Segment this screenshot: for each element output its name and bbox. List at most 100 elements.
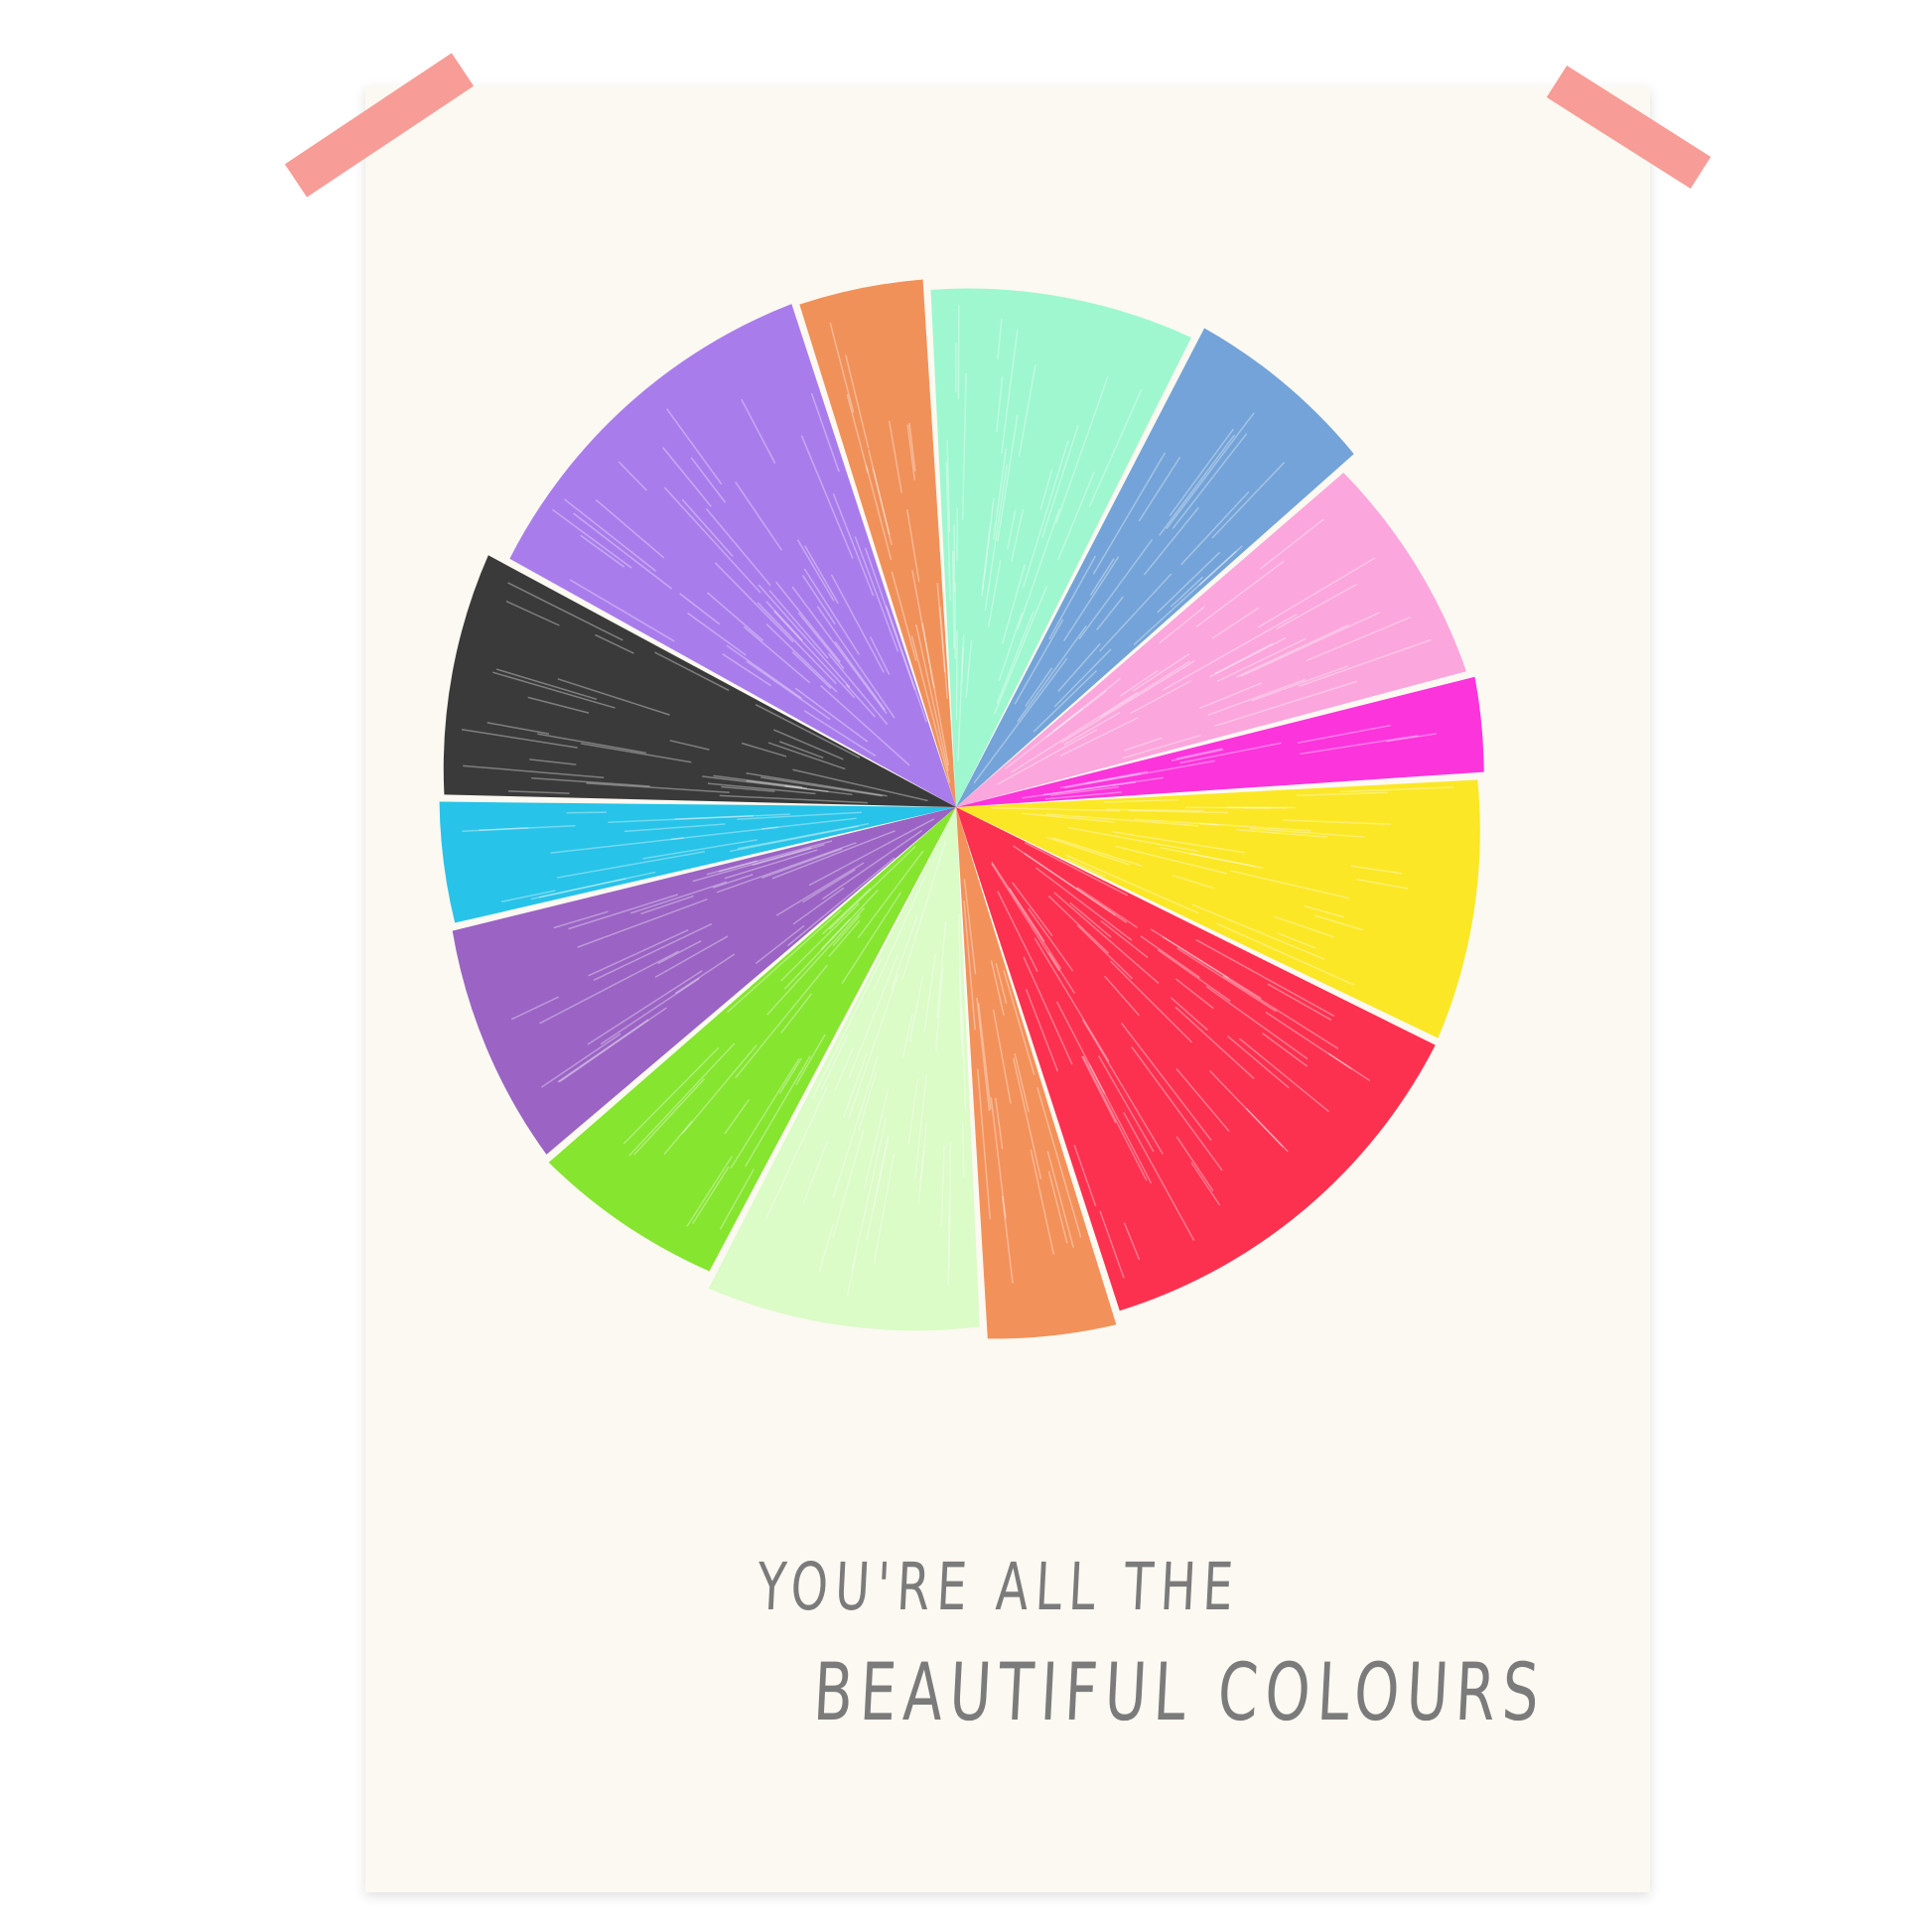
crayon-stroke xyxy=(1174,1006,1255,1079)
crayon-stroke xyxy=(1112,831,1245,854)
crayon-stroke xyxy=(724,1099,751,1135)
crayon-stroke xyxy=(920,1123,928,1180)
crayon-stroke xyxy=(1355,878,1409,890)
crayon-stroke xyxy=(539,950,679,1025)
crayon-stroke xyxy=(951,550,955,649)
crayon-stroke xyxy=(1351,865,1402,875)
crayon-stroke xyxy=(1198,682,1263,710)
crayon-stroke xyxy=(987,560,1002,627)
crayon-stroke xyxy=(901,1013,913,1058)
crayon-stroke xyxy=(1014,619,1064,705)
crayon-stroke xyxy=(801,869,856,903)
crayon-stroke xyxy=(588,929,689,977)
crayon-stroke xyxy=(961,1121,965,1177)
crayon-stroke xyxy=(1045,813,1198,827)
crayon-stroke xyxy=(1172,433,1248,530)
crayon-stroke xyxy=(595,498,665,559)
crayon-stroke xyxy=(1169,428,1234,516)
crayon-stroke xyxy=(569,579,675,642)
crayon-stroke xyxy=(495,668,598,701)
crayon-stroke xyxy=(1096,596,1124,630)
crayon-stroke xyxy=(463,764,605,779)
crayon-stroke xyxy=(811,957,883,1099)
crayon-stroke xyxy=(914,1074,928,1179)
crayon-stroke xyxy=(608,815,754,823)
crayon-stroke xyxy=(1004,708,1083,770)
crayon-stroke xyxy=(1082,1055,1148,1181)
crayon-stroke xyxy=(797,612,845,670)
crayon-stroke xyxy=(630,881,728,914)
crayon-stroke xyxy=(1024,853,1116,916)
crayon-stroke xyxy=(993,585,1048,715)
pie-chart xyxy=(439,279,1484,1339)
crayon-stroke xyxy=(994,1097,1004,1150)
crayon-stroke xyxy=(1066,858,1106,878)
crayon-stroke xyxy=(997,414,1019,542)
crayon-stroke xyxy=(1012,882,1053,937)
crayon-stroke xyxy=(1245,1107,1289,1153)
crayon-stroke xyxy=(990,1097,1007,1219)
crayon-stroke xyxy=(755,703,861,759)
crayon-stroke xyxy=(707,592,764,641)
crayon-stroke xyxy=(1213,680,1358,728)
crayon-stroke xyxy=(1100,919,1149,959)
crayon-stroke xyxy=(794,687,869,743)
crayon-stroke xyxy=(1067,826,1199,853)
crayon-stroke xyxy=(563,498,657,572)
caption-line-1: YOU'RE ALL THE xyxy=(756,1549,1242,1625)
crayon-stroke xyxy=(1035,867,1133,941)
crayon-stroke xyxy=(921,622,950,766)
crayon-stroke xyxy=(1175,978,1214,1010)
crayon-stroke xyxy=(580,534,624,568)
crayon-stroke xyxy=(640,895,694,915)
crayon-stroke xyxy=(1208,1069,1284,1148)
crayon-stroke xyxy=(1115,845,1228,875)
crayon-stroke xyxy=(828,919,861,957)
crayon-stroke xyxy=(722,653,771,687)
crayon-stroke xyxy=(730,1057,800,1170)
crayon-stroke xyxy=(1122,734,1201,759)
crayon-stroke xyxy=(783,889,879,990)
crayon-stroke xyxy=(936,583,946,673)
crayon-stroke xyxy=(1003,970,1035,1075)
crayon-stroke xyxy=(737,822,870,850)
crayon-stroke xyxy=(1130,680,1191,715)
crayon-stroke xyxy=(618,461,647,491)
crayon-stroke xyxy=(901,840,947,980)
crayon-stroke xyxy=(557,678,670,716)
crayon-stroke xyxy=(1180,490,1250,566)
crayon-stroke xyxy=(1065,854,1199,914)
crayon-stroke xyxy=(1273,915,1334,938)
crayon-stroke xyxy=(1175,1136,1214,1192)
crayon-stroke xyxy=(593,922,713,982)
crayon-stroke xyxy=(977,1068,992,1220)
crayon-stroke xyxy=(586,782,730,793)
crayon-stroke xyxy=(1008,887,1045,942)
crayon-stroke xyxy=(908,422,916,472)
crayon-stroke xyxy=(1057,642,1101,692)
crayon-stroke xyxy=(1059,770,1149,789)
tape-right xyxy=(1546,65,1712,190)
crayon-stroke xyxy=(981,525,992,592)
crayon-stroke xyxy=(712,874,754,889)
crayon-stroke xyxy=(1207,678,1307,717)
crayon-stroke xyxy=(1109,960,1193,1043)
pie-slice-8 xyxy=(956,807,1117,1339)
crayon-stroke xyxy=(1064,759,1215,789)
crayon-stroke xyxy=(996,612,1035,704)
crayon-stroke xyxy=(935,967,944,1051)
crayon-stroke xyxy=(1046,836,1130,866)
crayon-stroke xyxy=(955,630,958,721)
crayon-stroke xyxy=(505,600,560,626)
crayon-stroke xyxy=(868,449,891,535)
crayon-stroke xyxy=(1173,874,1214,890)
crayon-stroke xyxy=(735,964,828,1079)
crayon-stroke xyxy=(822,830,922,900)
crayon-stroke xyxy=(663,1120,693,1156)
crayon-stroke xyxy=(1298,638,1432,688)
crayon-stroke xyxy=(808,818,935,887)
crayon-stroke xyxy=(690,457,727,503)
crayon-stroke xyxy=(1012,845,1128,923)
crayon-stroke xyxy=(1055,376,1109,523)
crayon-stroke xyxy=(991,863,1060,972)
